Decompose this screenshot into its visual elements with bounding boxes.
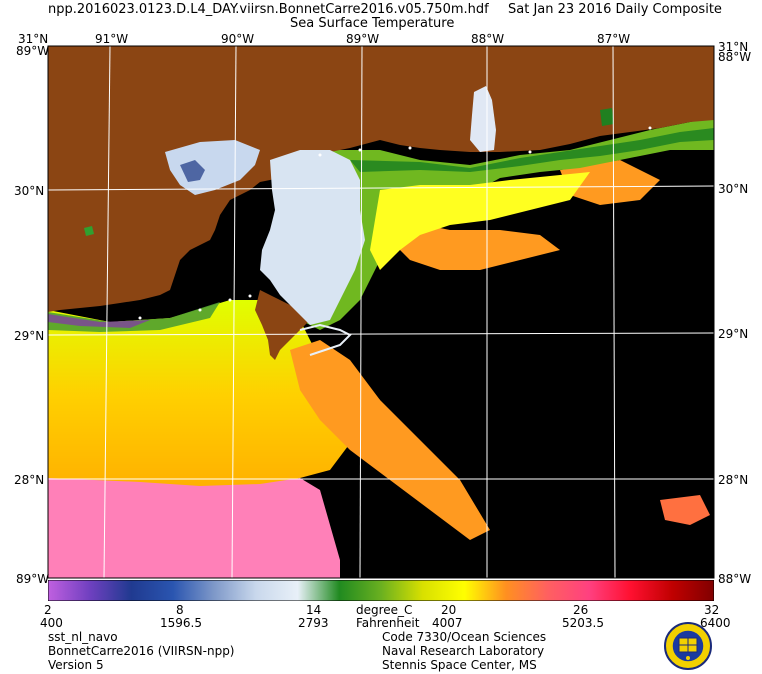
colorbar-count-tick: 6400 xyxy=(700,616,731,630)
coastline-speckle xyxy=(138,126,652,320)
left-lat-label: 30°N xyxy=(14,184,45,198)
nrl-seal-logo xyxy=(664,622,712,670)
colorbar-count-tick: 400 xyxy=(40,616,63,630)
marsh-dark-patch xyxy=(180,160,205,182)
colorbar-count-tick: 2793 xyxy=(298,616,329,630)
graticule xyxy=(47,45,715,579)
right-lat-label: 30°N xyxy=(718,182,749,196)
delta-fringe xyxy=(299,323,352,356)
top-lon-label: 89°W xyxy=(346,32,380,46)
corner-label-top-left-lon: 89°W xyxy=(16,44,50,58)
top-lon-label: 91°W xyxy=(95,32,129,46)
orange-plume-east xyxy=(390,220,560,270)
southwest-warm-water xyxy=(48,478,340,578)
lake-borgne-marsh xyxy=(260,150,365,325)
delta-land xyxy=(255,290,310,360)
corner-label-top-left: 31°N xyxy=(18,32,49,46)
colorbar-fahrenheit-unit: Fahrenheit xyxy=(356,616,420,630)
colorbar-count-tick: 5203.5 xyxy=(562,616,604,630)
orange-plume xyxy=(290,340,490,540)
footer-code: Code 7330/Ocean Sciences xyxy=(382,630,547,644)
colorbar-count-tick: 1596.5 xyxy=(160,616,202,630)
right-lat-label: 29°N xyxy=(718,327,749,341)
map-border xyxy=(47,45,715,579)
corner-label-top-right: 31°N xyxy=(718,40,749,54)
coastal-green-strip-north xyxy=(350,128,714,172)
colorbar-celsius-unit: degree_C xyxy=(356,603,413,617)
left-lat-label: 29°N xyxy=(14,329,45,343)
footer-version: Version 5 xyxy=(48,658,104,672)
top-lon-label: 90°W xyxy=(221,32,255,46)
footer-dataset: BonnetCarre2016 (VIIRSN-npp) xyxy=(48,644,235,658)
top-lon-label: 87°W xyxy=(597,32,631,46)
colorbar-celsius-tick: 32 xyxy=(704,603,720,617)
corner-label-bottom-left: 89°W xyxy=(16,572,50,586)
corner-label-bottom-right: 88°W xyxy=(718,572,752,586)
orange-patch-far-east xyxy=(560,160,660,205)
right-lat-label: 28°N xyxy=(718,473,749,487)
colorbar-celsius-tick: 20 xyxy=(441,603,457,617)
small-green-lake xyxy=(84,226,94,236)
colorbar-celsius-tick: 2 xyxy=(44,603,52,617)
nearshore-purple-strip xyxy=(48,314,150,328)
filename-title: npp.2016023.0123.D.L4_DAY.viirsn.BonnetC… xyxy=(48,2,489,17)
coastal-green-water xyxy=(300,120,714,330)
colorbar-celsius-tick: 26 xyxy=(573,603,589,617)
perdido-green xyxy=(600,108,614,126)
map-frame xyxy=(47,45,715,579)
coastal-yellow-water xyxy=(370,172,590,270)
land-mass xyxy=(48,46,714,312)
colorbar-count-tick: 4007 xyxy=(432,616,463,630)
product-title: Sea Surface Temperature xyxy=(290,16,455,31)
sst-colorbar xyxy=(48,580,714,601)
footer-location: Stennis Space Center, MS xyxy=(382,658,537,672)
western-shelf-water xyxy=(48,300,380,490)
colorbar-celsius-tick: 14 xyxy=(306,603,322,617)
mobile-bay xyxy=(470,86,496,152)
orange-spot-south xyxy=(660,495,710,525)
top-lon-label: 88°W xyxy=(471,32,505,46)
left-lat-label: 28°N xyxy=(14,473,45,487)
footer-lab: Naval Research Laboratory xyxy=(382,644,545,658)
colorbar-celsius-tick: 8 xyxy=(176,603,184,617)
footer-algorithm: sst_nl_navo xyxy=(48,630,118,644)
composite-date: Sat Jan 23 2016 Daily Composite xyxy=(508,2,722,17)
corner-label-top-right-lon: 88°W xyxy=(718,50,752,64)
